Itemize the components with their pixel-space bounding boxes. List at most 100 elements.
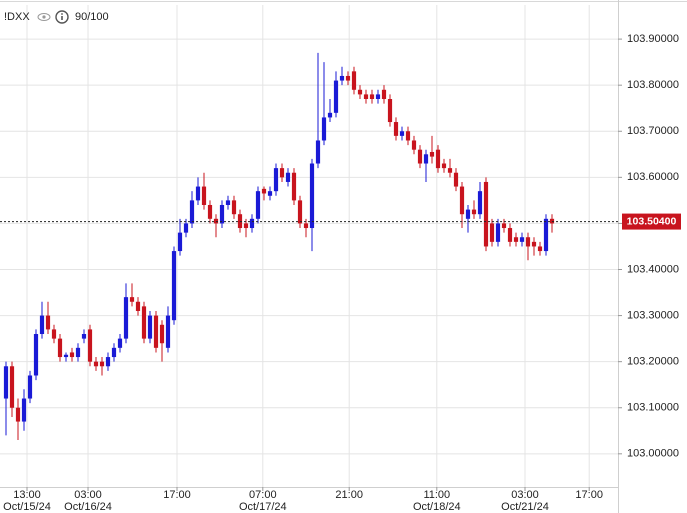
candle-body xyxy=(171,251,177,321)
candle-body xyxy=(465,209,471,219)
candle-body xyxy=(279,168,285,178)
candle-body xyxy=(327,112,333,118)
candle-body xyxy=(339,75,345,81)
candle-body xyxy=(255,191,261,219)
candle-body xyxy=(513,237,519,242)
candle-body xyxy=(39,315,45,335)
y-tick-label: 103.60000 xyxy=(627,171,679,183)
candle-body xyxy=(369,94,375,100)
candle-body xyxy=(129,297,135,302)
y-tick-label: 103.70000 xyxy=(627,125,679,137)
candle-body xyxy=(303,223,309,229)
x-tick-label: 03:00 xyxy=(74,489,102,501)
candle-body xyxy=(441,163,447,169)
candle-body xyxy=(345,75,351,81)
candle-body xyxy=(33,334,39,376)
candle-body xyxy=(75,347,81,358)
counter: 90/100 xyxy=(75,11,109,23)
y-tick-label: 103.00000 xyxy=(627,448,679,460)
candle-body xyxy=(189,200,195,224)
x-tick-date: Oct/17/24 xyxy=(239,501,287,513)
candle-body xyxy=(219,204,225,224)
x-tick-date: Oct/16/24 xyxy=(64,501,112,513)
candle-body xyxy=(117,338,123,348)
candle-body xyxy=(507,228,513,242)
candle-body xyxy=(165,315,171,348)
candle-body xyxy=(495,223,501,242)
y-tick-label: 103.40000 xyxy=(627,263,679,275)
x-tick-label: 03:00 xyxy=(511,489,539,501)
candle-body xyxy=(471,209,477,215)
candle-body xyxy=(27,375,33,399)
candle-body xyxy=(411,140,417,150)
candle-body xyxy=(477,191,483,215)
candle-body xyxy=(249,218,255,229)
candle-body xyxy=(69,352,75,358)
candle-body xyxy=(15,407,21,422)
candle-body xyxy=(489,223,495,242)
candle-body xyxy=(537,246,543,252)
x-tick-label: 17:00 xyxy=(163,489,191,501)
candle-body xyxy=(297,200,303,224)
candle-body xyxy=(399,131,405,136)
plot-layer xyxy=(0,5,618,487)
candle-body xyxy=(273,168,279,192)
candle-body xyxy=(519,237,525,242)
candle-body xyxy=(153,315,159,348)
candle-body xyxy=(321,117,327,141)
candle-body xyxy=(159,324,165,344)
candle-body xyxy=(3,366,9,399)
eye-icon[interactable] xyxy=(37,13,51,21)
candle-body xyxy=(81,334,87,339)
candle-body xyxy=(63,354,69,358)
candle-body xyxy=(225,200,231,205)
candle-body xyxy=(99,361,105,367)
candle-body xyxy=(351,71,357,90)
candle-body xyxy=(483,181,489,247)
candle-body xyxy=(309,163,315,229)
y-tick-label: 103.10000 xyxy=(627,402,679,414)
candle-body xyxy=(231,200,237,215)
info-icon[interactable] xyxy=(55,10,69,24)
candle-body xyxy=(357,89,363,95)
candle-body xyxy=(177,232,183,252)
candle-body xyxy=(123,297,129,339)
candle-body xyxy=(375,94,381,100)
candle-body xyxy=(51,329,57,339)
candle-body xyxy=(429,151,435,157)
candle-body xyxy=(387,99,393,123)
candle-body xyxy=(525,237,531,247)
candle-body xyxy=(531,241,537,247)
candle-body xyxy=(135,301,141,311)
y-tick-label: 103.30000 xyxy=(627,309,679,321)
x-tick-label: 21:00 xyxy=(335,489,363,501)
candle-body xyxy=(195,186,201,201)
last-price-label: 103.50400 xyxy=(627,215,677,227)
candle-body xyxy=(453,172,459,187)
x-tick-date: Oct/18/24 xyxy=(413,501,461,513)
y-tick-label: 103.20000 xyxy=(627,356,679,368)
candle-body xyxy=(291,172,297,201)
x-tick-label: 13:00 xyxy=(13,489,41,501)
candle-body xyxy=(435,149,441,169)
candle-body xyxy=(201,186,207,205)
candle-body xyxy=(333,80,339,113)
x-tick-label: 17:00 xyxy=(575,489,603,501)
candle-body xyxy=(417,149,423,164)
x-tick-label: 07:00 xyxy=(249,489,277,501)
candle-body xyxy=(45,315,51,330)
candle-body xyxy=(423,154,429,164)
candle-body xyxy=(501,223,507,229)
candle-body xyxy=(267,191,273,196)
candle-body xyxy=(105,357,111,367)
candle-body xyxy=(57,338,63,358)
candle-body xyxy=(111,347,117,358)
candle-body xyxy=(183,223,189,233)
candle-body xyxy=(141,306,147,339)
candle-body xyxy=(9,366,15,408)
candle-body xyxy=(21,398,27,422)
candle-body xyxy=(393,122,399,136)
x-tick-date: Oct/21/24 xyxy=(501,501,549,513)
